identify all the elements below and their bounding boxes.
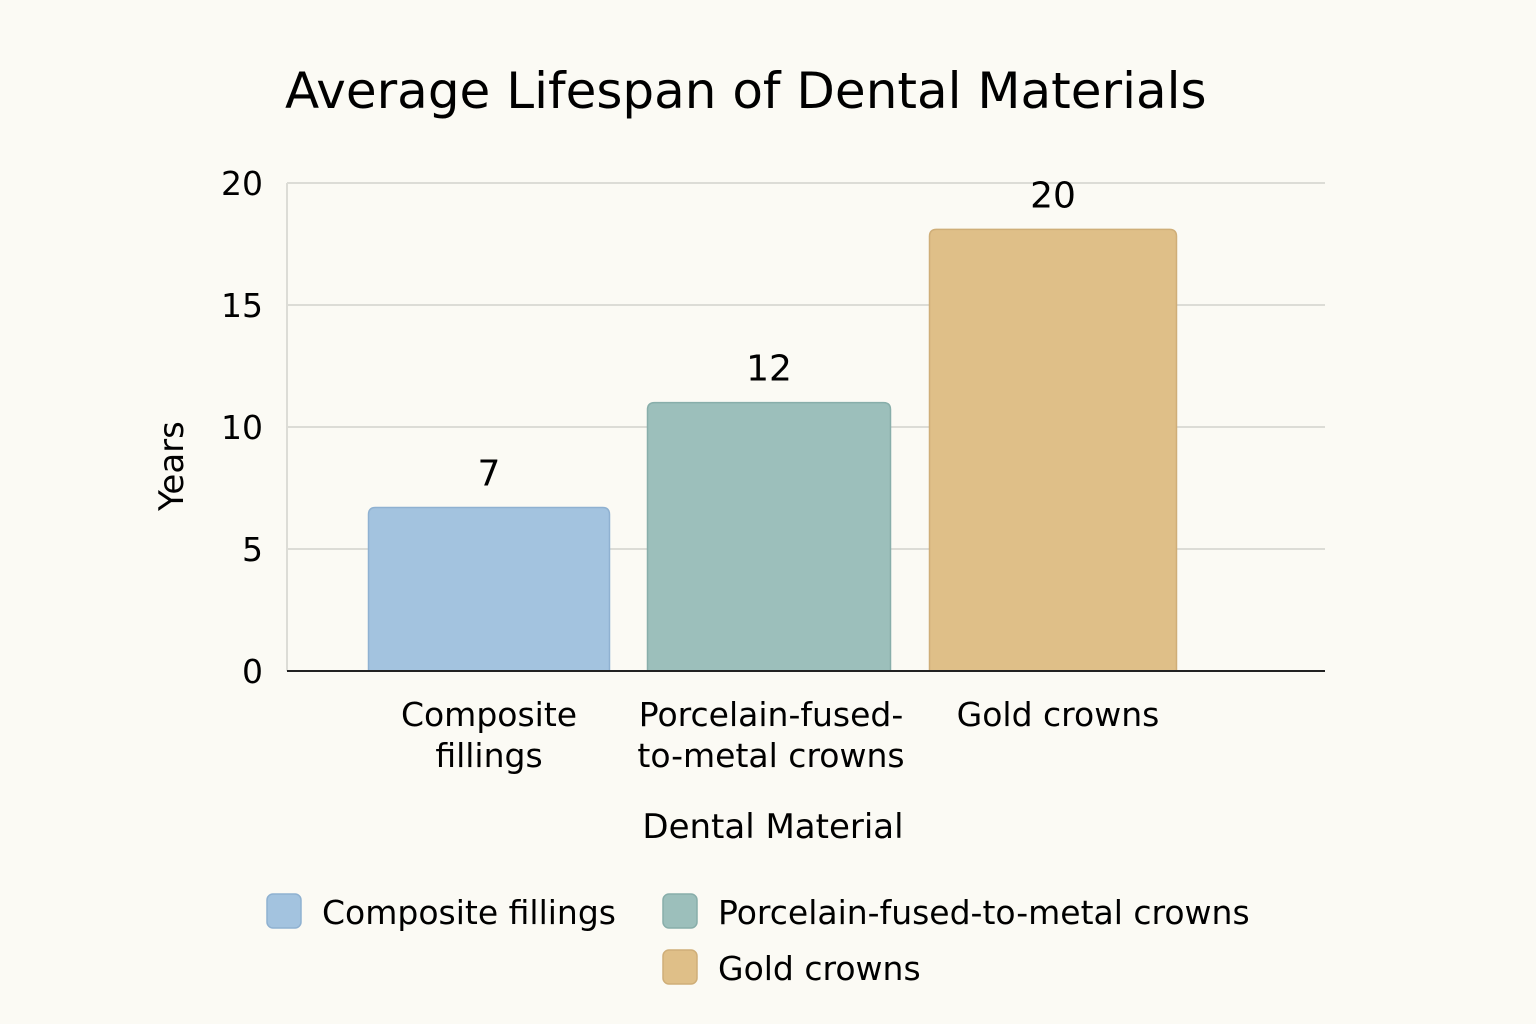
y-axis-title: Years [152, 421, 192, 512]
bar-1 [367, 506, 611, 672]
legend: Composite fillings Porcelain-fused-to-met… [266, 893, 1250, 988]
value-label: 12 [746, 349, 792, 390]
value-label: 20 [1030, 175, 1076, 216]
category-label: Porcelain-fused- [639, 695, 903, 734]
legend-label: Porcelain-fused-to-metal crowns [718, 893, 1250, 932]
legend-swatch [266, 893, 302, 929]
legend-label: Composite fillings [322, 893, 616, 932]
y-tick-label: 10 [221, 408, 263, 447]
legend-label: Gold crowns [718, 949, 921, 988]
value-label: 7 [478, 454, 501, 495]
bar-2 [646, 401, 892, 672]
category-label: Gold crowns [957, 695, 1160, 734]
y-tick-label: 0 [242, 652, 263, 691]
category-label: Composite [401, 695, 577, 734]
legend-swatch [662, 949, 698, 985]
y-tick-label: 20 [221, 164, 263, 203]
category-label: fillings [435, 736, 542, 775]
bars [367, 228, 1178, 672]
category-label: to-metal crowns [637, 736, 904, 775]
x-axis-title: Dental Material [642, 807, 903, 847]
value-labels: 7 12 20 [478, 175, 1076, 494]
bar-3 [928, 228, 1178, 672]
chart-title: Average Lifespan of Dental Materials [285, 62, 1207, 120]
y-tick-label: 15 [221, 286, 263, 325]
y-tick-label: 5 [242, 530, 263, 569]
y-tick-labels: 0 5 10 15 20 [221, 164, 263, 691]
legend-swatch [662, 893, 698, 929]
